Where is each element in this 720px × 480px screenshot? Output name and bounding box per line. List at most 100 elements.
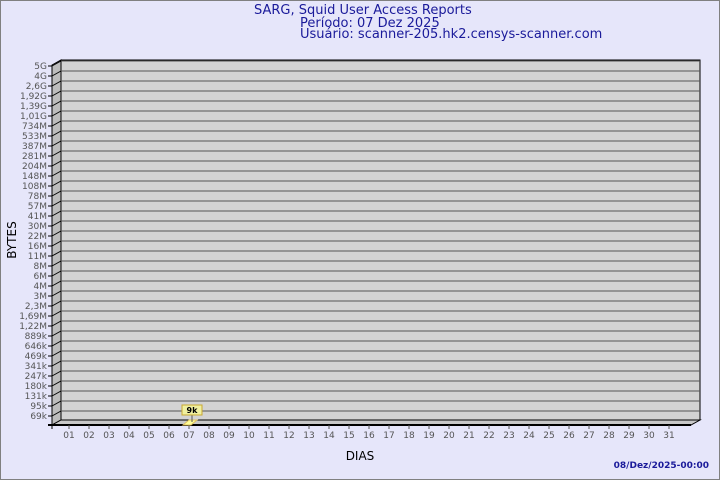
x-tick-label: 14 [323, 431, 335, 441]
x-tick-label: 11 [263, 431, 274, 441]
y-tick-label: 387M [22, 142, 47, 152]
gridline-connector [51, 340, 62, 347]
gridline-connector [51, 380, 62, 387]
gridline-connector [51, 180, 62, 187]
x-tick-label: 13 [303, 431, 314, 441]
bar-label-box [181, 404, 203, 416]
y-tick-label: 69k [30, 412, 47, 422]
y-tick-label: 131k [25, 392, 48, 402]
x-tick-label: 02 [83, 431, 94, 441]
gridline-connector [51, 220, 62, 227]
y-tick-label: 1,01G [20, 112, 47, 122]
gridline-connector [51, 290, 62, 297]
x-tick-label: 15 [343, 431, 354, 441]
gridline-connector [51, 120, 62, 127]
y-tick-label: 8M [34, 262, 48, 272]
x-tick-label: 26 [563, 431, 575, 441]
x-tick-label: 29 [623, 431, 635, 441]
y-tick-label: 3M [34, 292, 48, 302]
x-tick-label: 18 [403, 431, 415, 441]
gridline-connector [51, 390, 62, 397]
x-tick-label: 12 [283, 431, 294, 441]
chart-period: Período: 07 Dez 2025 [300, 16, 440, 31]
gridline-connector [51, 230, 62, 237]
gridline-connector [51, 160, 62, 167]
y-tick-label: 2,6G [26, 82, 47, 92]
y-tick-label: 734M [22, 122, 47, 132]
y-tick-label: 78M [28, 192, 47, 202]
chart-title: SARG, Squid User Access Reports [254, 3, 472, 18]
y-tick-label: 4G [34, 72, 47, 82]
y-tick-label: 2,3M [25, 302, 47, 312]
y-tick-label: 4M [34, 282, 48, 292]
x-tick-label: 09 [223, 431, 235, 441]
bar-data-label: 9k [187, 406, 199, 415]
y-tick-label: 95k [30, 402, 47, 412]
y-tick-label: 1,39G [20, 102, 47, 112]
y-tick-label: 469k [25, 352, 48, 362]
gridline-connector [51, 200, 62, 207]
gridline-connector [51, 140, 62, 147]
gridline-connector [51, 240, 62, 247]
gridline-connector [51, 410, 62, 417]
generated-timestamp: 08/Dez/2025-00:00 [613, 461, 709, 471]
x-tick-label: 01 [63, 431, 74, 441]
y-tick-label: 247k [25, 372, 48, 382]
gridline-connector [51, 260, 62, 267]
y-tick-label: 5G [34, 62, 47, 72]
gridline-connector [51, 320, 62, 327]
y-tick-label: 1,69M [19, 312, 47, 322]
gridline-connector [51, 300, 62, 307]
gridline-connector [51, 70, 62, 77]
gridline-connector [51, 350, 62, 357]
gridline-connector [51, 210, 62, 217]
x-tick-label: 23 [503, 431, 514, 441]
gridline-connector [51, 80, 62, 87]
x-tick-label: 07 [183, 431, 194, 441]
x-tick-label: 20 [443, 431, 455, 441]
y-tick-label: 30M [28, 222, 47, 232]
y-tick-label: 341k [25, 362, 48, 372]
x-tick-label: 19 [423, 431, 435, 441]
gridline-connector [51, 130, 62, 137]
y-tick-label: 22M [28, 232, 47, 242]
x-tick-label: 04 [123, 431, 135, 441]
x-tick-label: 03 [103, 431, 114, 441]
y-tick-label: 281M [22, 152, 47, 162]
x-tick-label: 10 [243, 431, 255, 441]
y-tick-label: 108M [22, 182, 47, 192]
gridline-connector [51, 360, 62, 367]
chart-user: Usuário: scanner-205.hk2.censys-scanner.… [300, 27, 603, 42]
x-tick-label: 22 [483, 431, 494, 441]
x-tick-label: 05 [143, 431, 154, 441]
y-tick-label: 1,22M [19, 322, 47, 332]
x-tick-label: 30 [643, 431, 655, 441]
x-tick-label: 25 [543, 431, 554, 441]
gridline-connector [51, 250, 62, 257]
gridline-connector [51, 400, 62, 407]
x-tick-label: 21 [463, 431, 474, 441]
y-tick-label: 11M [28, 252, 47, 262]
y-tick-label: 180k [25, 382, 48, 392]
gridline-connector [51, 110, 62, 117]
bar-day-07 [181, 419, 199, 426]
y-axis-title: BYTES [5, 221, 19, 258]
gridline-connector [51, 270, 62, 277]
gridline-connector [51, 150, 62, 157]
y-tick-label: 204M [22, 162, 47, 172]
y-tick-label: 148M [22, 172, 47, 182]
x-tick-label: 06 [163, 431, 175, 441]
x-tick-label: 17 [383, 431, 394, 441]
y-tick-label: 1,92G [20, 92, 47, 102]
x-axis-title: DIAS [346, 449, 375, 463]
gridline-connector [51, 90, 62, 97]
gridline-connector [51, 370, 62, 377]
gridline-connector [51, 310, 62, 317]
x-tick-label: 28 [603, 431, 615, 441]
x-tick-label: 16 [363, 431, 375, 441]
x-tick-label: 27 [583, 431, 594, 441]
gridline-connector [51, 280, 62, 287]
y-tick-label: 41M [28, 212, 47, 222]
y-tick-label: 646k [25, 342, 48, 352]
